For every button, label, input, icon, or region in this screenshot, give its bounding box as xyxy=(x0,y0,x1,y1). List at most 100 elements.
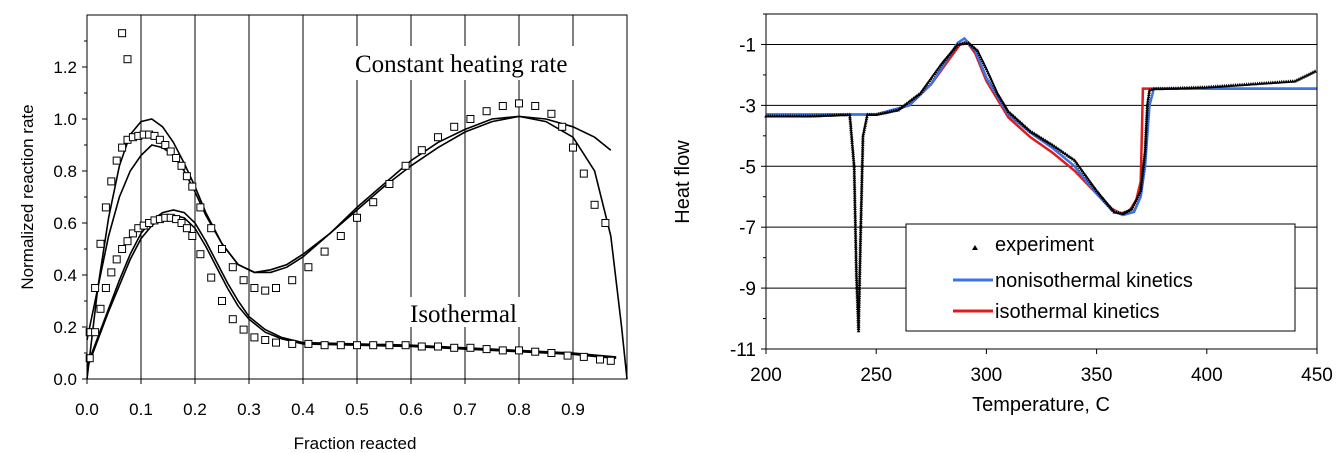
left-data-point xyxy=(515,346,523,355)
experiment-point xyxy=(858,258,862,262)
annotation-isothermal: Isothermal xyxy=(410,301,517,328)
experiment-point xyxy=(937,64,942,68)
experiment-point xyxy=(858,247,863,251)
experiment-point xyxy=(852,160,856,164)
experiment-point xyxy=(854,277,859,281)
experiment-point xyxy=(1036,133,1040,138)
experiment-point xyxy=(861,142,865,146)
experiment-point xyxy=(928,76,933,81)
experiment-point xyxy=(1027,127,1031,132)
experiment-point xyxy=(918,91,923,95)
left-data-point xyxy=(417,146,426,155)
left-data-point xyxy=(353,213,361,222)
experiment-point xyxy=(860,162,865,166)
left-data-point xyxy=(218,245,226,253)
experiment-point xyxy=(858,267,862,271)
experiment-point xyxy=(898,106,902,111)
experiment-point xyxy=(860,173,864,177)
experiment-point xyxy=(859,199,864,203)
experiment-point xyxy=(853,228,858,233)
experiment-point xyxy=(852,177,857,182)
experiment-point xyxy=(1145,112,1149,116)
experiment-point xyxy=(1134,198,1138,203)
left-data-point xyxy=(96,239,105,248)
experiment-point xyxy=(1045,139,1049,143)
experiment-point xyxy=(1094,188,1099,193)
left-data-point xyxy=(466,115,475,123)
experiment-point xyxy=(860,164,864,168)
experiment-point xyxy=(1128,207,1132,212)
experiment-point xyxy=(853,199,857,204)
experiment-point xyxy=(856,322,861,326)
experiment-point xyxy=(853,202,857,206)
experiment-point xyxy=(1293,79,1297,83)
experiment-point xyxy=(859,212,863,216)
experiment-point xyxy=(851,153,855,157)
experiment-point xyxy=(1097,191,1102,196)
left-data-point xyxy=(91,328,100,337)
experiment-point xyxy=(853,210,857,215)
experiment-point xyxy=(853,193,857,197)
experiment-point xyxy=(910,97,914,102)
experiment-point xyxy=(853,237,858,242)
experiment-point xyxy=(858,249,863,253)
experiment-point xyxy=(970,44,975,48)
experiment-point xyxy=(849,127,853,132)
experiment-point xyxy=(858,264,862,269)
experiment-point xyxy=(1104,200,1108,204)
experiment-point xyxy=(1138,188,1143,193)
experiment-point xyxy=(858,271,862,275)
experiment-point xyxy=(860,155,865,160)
experiment-point xyxy=(849,134,854,138)
left-data-point xyxy=(182,172,191,181)
left-data-point xyxy=(579,352,588,361)
experiment-point xyxy=(1295,78,1299,82)
experiment-point xyxy=(1028,129,1033,133)
experiment-point xyxy=(853,217,858,222)
experiment-point xyxy=(857,306,861,311)
experiment-point xyxy=(854,266,859,270)
left-data-point xyxy=(239,325,248,334)
experiment-point xyxy=(855,288,859,293)
experiment-point xyxy=(1114,210,1119,214)
left-data-point xyxy=(261,286,270,295)
experiment-point xyxy=(856,328,861,333)
left-data-point xyxy=(107,268,116,277)
experiment-point xyxy=(863,123,867,127)
experiment-point xyxy=(1135,194,1140,199)
experiment-point xyxy=(1037,135,1042,139)
right-series-isothermal-kinetics xyxy=(766,39,1317,215)
experiment-point xyxy=(857,291,862,295)
experiment-point xyxy=(859,190,864,194)
experiment-point xyxy=(1143,144,1148,149)
experiment-point xyxy=(1124,209,1129,214)
experiment-point xyxy=(1056,146,1060,151)
left-data-point xyxy=(177,161,186,170)
left-data-point xyxy=(515,99,523,108)
experiment-point xyxy=(1147,90,1151,94)
left-y-tick-label: 1.0 xyxy=(53,110,77,129)
experiment-point xyxy=(852,188,857,193)
left-data-point xyxy=(155,135,164,144)
experiment-point xyxy=(1305,73,1309,77)
experiment-point xyxy=(856,326,861,330)
left-data-point xyxy=(261,336,270,344)
experiment-point xyxy=(860,177,864,181)
experiment-point xyxy=(853,222,858,226)
experiment-point xyxy=(857,289,862,293)
right-x-tick-label: 300 xyxy=(971,365,1003,386)
left-data-point xyxy=(596,355,604,364)
experiment-point xyxy=(860,157,865,162)
left-data-point xyxy=(320,247,329,256)
experiment-point xyxy=(911,96,916,100)
experiment-point xyxy=(1144,129,1148,133)
experiment-point xyxy=(854,270,859,275)
experiment-point xyxy=(857,317,861,322)
left-data-point xyxy=(304,263,313,272)
experiment-point xyxy=(921,87,925,92)
left-data-point xyxy=(466,343,475,352)
experiment-point xyxy=(939,62,943,66)
left-fit-curve xyxy=(86,115,612,341)
left-data-point xyxy=(563,351,572,360)
experiment-point xyxy=(855,284,859,288)
